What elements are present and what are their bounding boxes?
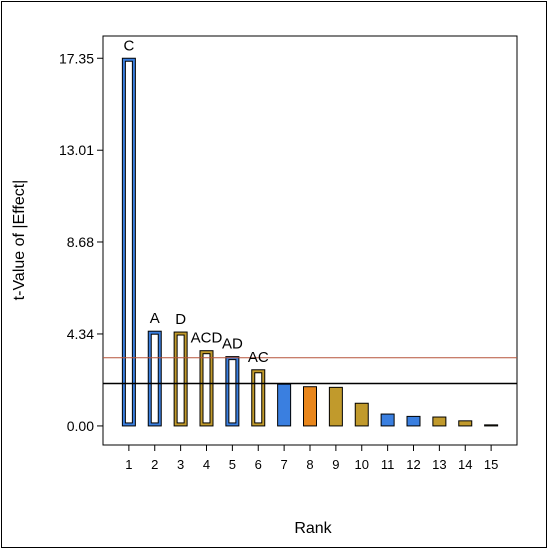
x-tick-label: 1 [125, 457, 132, 472]
bar-inner [228, 359, 237, 424]
bar [484, 424, 499, 427]
y-tick-label: 0.00 [67, 418, 94, 434]
y-tick-label: 4.34 [67, 326, 94, 342]
bar [303, 386, 317, 427]
x-tick-label: 12 [406, 457, 420, 472]
x-tick-label: 2 [151, 457, 158, 472]
bar-inner [254, 372, 263, 424]
bar-label: ACD [191, 330, 223, 347]
x-tick-label: 15 [484, 457, 498, 472]
y-axis-label: t-Value of |Effect| [11, 180, 28, 301]
x-tick-label: 3 [177, 457, 184, 472]
bar-label: A [150, 310, 160, 327]
bar-label: AC [248, 349, 269, 366]
bar [328, 386, 343, 427]
bar-label: AD [222, 336, 243, 353]
x-tick-label: 8 [306, 457, 313, 472]
y-tick-label: 8.68 [67, 234, 94, 250]
y-tick-label: 17.35 [59, 50, 94, 66]
x-tick-label: 13 [432, 457, 446, 472]
bar-label: D [175, 311, 186, 328]
bar-inner [202, 353, 211, 424]
bars [121, 57, 499, 427]
x-tick-label: 7 [281, 457, 288, 472]
y-axis-ticks: 0.00 4.34 8.68 13.01 17.35 [59, 50, 103, 434]
x-tick-label: 10 [355, 457, 369, 472]
bar [277, 383, 292, 427]
x-tick-label: 6 [255, 457, 262, 472]
x-tick-label: 11 [381, 457, 395, 472]
bar-label: C [123, 37, 134, 54]
bar-inner [150, 333, 159, 424]
bar-inner [124, 60, 133, 424]
bar [354, 402, 369, 427]
bar [406, 415, 421, 427]
bar-inner [176, 334, 185, 424]
x-axis-ticks: 1 2 3 4 5 6 7 8 9 10 11 12 13 14 15 [125, 445, 498, 472]
x-tick-label: 5 [229, 457, 236, 472]
reference-lines [103, 357, 517, 385]
x-tick-label: 14 [458, 457, 472, 472]
x-tick-label: 4 [203, 457, 210, 472]
x-axis-label: Rank [294, 520, 332, 537]
bar [458, 420, 473, 427]
bar [432, 416, 447, 427]
y-tick-label: 13.01 [59, 142, 94, 158]
bar [380, 413, 395, 427]
x-tick-label: 9 [332, 457, 339, 472]
